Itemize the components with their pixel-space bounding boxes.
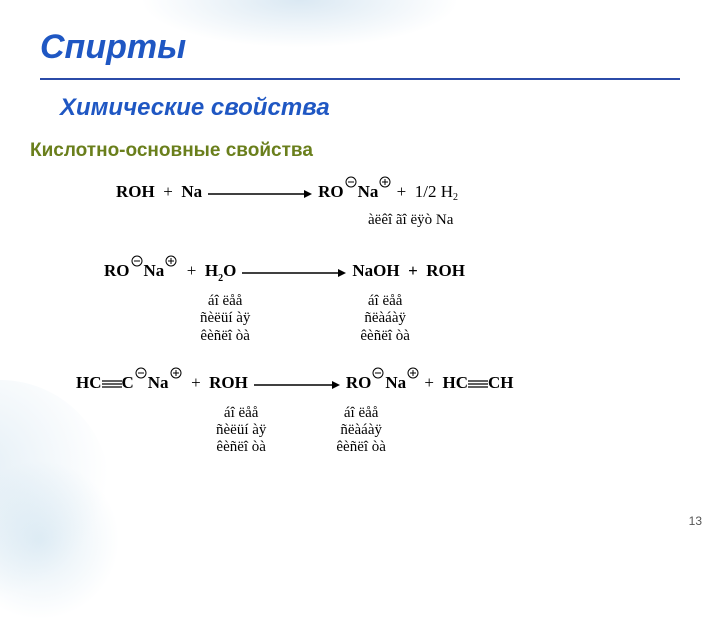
section-heading: Кислотно-основные свойства xyxy=(30,140,313,162)
r1-plus: + xyxy=(163,182,173,202)
r1-rhs-tail: + 1/2 H xyxy=(392,182,453,202)
arrow-icon xyxy=(208,187,312,201)
r1-rhs-na: Na xyxy=(358,182,379,201)
page-number: 13 xyxy=(689,514,702,528)
r2-annot-left: áî ëåå ñèëüí àÿ êèñëî òà xyxy=(200,293,250,345)
r2-h2o-h: H xyxy=(205,261,218,280)
r3-plus: + xyxy=(191,373,201,393)
r1-note: àëêî ãî ëÿò Na xyxy=(368,212,650,229)
minus-charge-icon xyxy=(135,367,147,379)
r3-hc: HC xyxy=(76,373,102,392)
r3-na: Na xyxy=(148,373,169,392)
r2-rhs: NaOH + ROH xyxy=(352,261,465,281)
r2-h2o-sub: 2 xyxy=(218,273,223,284)
r3-c: C xyxy=(122,373,134,392)
chemistry-block: ROH + Na RONa + 1/2 H2 àëêî ãî ëÿò Na RO… xyxy=(110,172,650,475)
r2-plus: + xyxy=(187,261,197,281)
subtitle: Химические свойства xyxy=(60,94,330,122)
triple-bond-icon xyxy=(468,379,488,389)
triple-bond-icon xyxy=(102,379,122,389)
r2-lhs-na: Na xyxy=(144,261,165,280)
minus-charge-icon xyxy=(131,255,143,267)
title-rule xyxy=(40,78,680,80)
r2-h2o-o: O xyxy=(223,261,236,280)
deco-circle-1 xyxy=(0,380,110,600)
r3-roh: ROH xyxy=(209,373,248,393)
plus-charge-icon xyxy=(165,255,177,267)
r1-lhs2: Na xyxy=(181,182,202,202)
r3-annot-left: áî ëåå ñèëüí àÿ êèñëî òà xyxy=(216,405,266,457)
r3-rhs-ro: RO xyxy=(346,373,372,392)
r2-annotations: áî ëåå ñèëüí àÿ êèñëî òà áî ëåå ñëàáàÿ ê… xyxy=(200,293,650,345)
reaction-3: HC C Na + ROH RO Na + HC CH xyxy=(76,363,650,403)
r1-h2-sub: 2 xyxy=(453,192,458,203)
reaction-2: RO Na + H2O NaOH + ROH xyxy=(104,251,650,291)
r1-rhs-ro: RO xyxy=(318,182,344,201)
r2-annot-right: áî ëåå ñëàáàÿ êèñëî òà xyxy=(360,293,410,345)
deco-circle-2 xyxy=(0,460,120,620)
plus-charge-icon xyxy=(170,367,182,379)
r3-annot-right: áî ëåå ñëàáàÿ êèñëî òà xyxy=(336,405,386,457)
r2-lhs-ro: RO xyxy=(104,261,130,280)
top-glow xyxy=(140,0,460,48)
reaction-1: ROH + Na RO Na + 1/2 H2 xyxy=(116,172,650,212)
r3-rhs-ch: CH xyxy=(488,373,514,392)
r3-rhs-plus: + xyxy=(424,373,434,393)
r3-rhs-hc: HC xyxy=(443,373,469,392)
r1-lhs1: ROH xyxy=(116,182,155,202)
minus-charge-icon xyxy=(345,176,357,188)
page-title: Спирты xyxy=(40,28,186,67)
r3-rhs-na: Na xyxy=(385,373,406,392)
arrow-icon xyxy=(254,378,340,392)
plus-charge-icon xyxy=(407,367,419,379)
plus-charge-icon xyxy=(379,176,391,188)
r3-annotations: áî ëåå ñèëüí àÿ êèñëî òà áî ëåå ñëàáàÿ ê… xyxy=(216,405,650,457)
arrow-icon xyxy=(242,266,346,280)
minus-charge-icon xyxy=(372,367,384,379)
